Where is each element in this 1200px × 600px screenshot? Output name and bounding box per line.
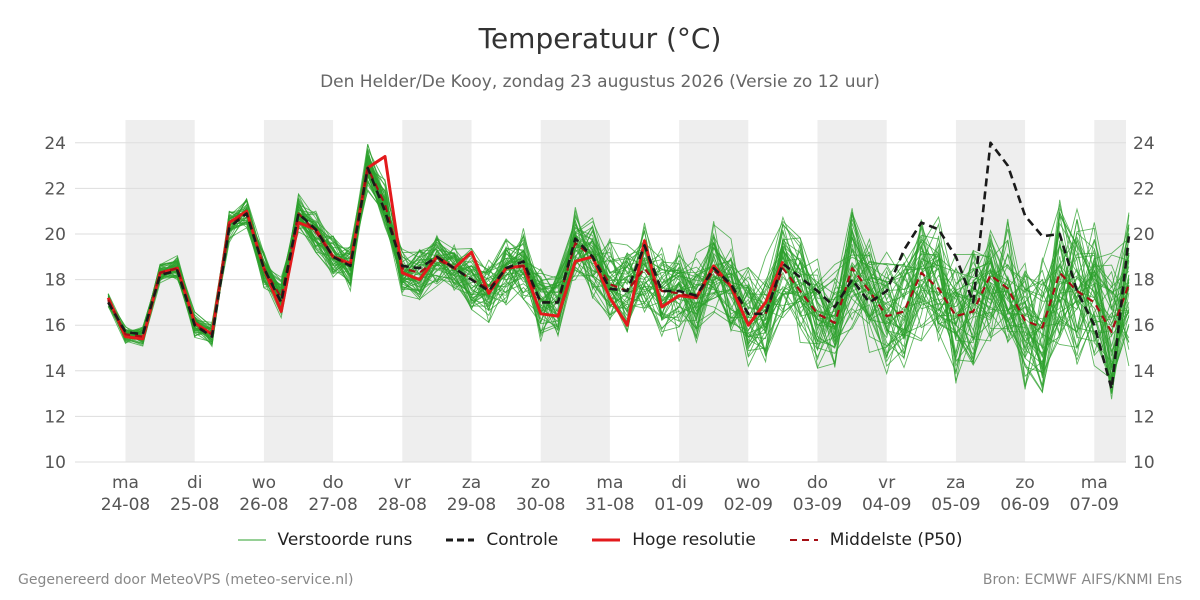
x-tick-day: di xyxy=(671,473,687,493)
x-tick-day: za xyxy=(462,473,481,493)
chart-subtitle: Den Helder/De Kooy, zondag 23 augustus 2… xyxy=(320,72,880,92)
y-tick-label-right: 24 xyxy=(1133,134,1155,154)
x-tick-day: zo xyxy=(1015,473,1034,493)
y-tick-label-left: 18 xyxy=(44,271,66,291)
legend-label-median: Middelste (P50) xyxy=(829,530,963,550)
footer-source: Bron: ECMWF AIFS/KNMI Ens xyxy=(982,572,1182,588)
legend-item-hires[interactable]: Hoge resolutie xyxy=(592,530,756,550)
x-tick-date: 28-08 xyxy=(378,495,427,515)
x-tick-day: di xyxy=(187,473,203,493)
x-tick-date: 29-08 xyxy=(447,495,496,515)
x-tick-day: vr xyxy=(878,473,895,493)
x-tick-date: 27-08 xyxy=(308,495,357,515)
legend-label-hires: Hoge resolutie xyxy=(632,530,756,550)
x-tick-day: wo xyxy=(736,473,760,493)
y-tick-label-right: 12 xyxy=(1133,407,1155,427)
legend-swatch-ensemble xyxy=(237,539,266,541)
x-tick-date: 04-09 xyxy=(862,495,911,515)
ensemble-run xyxy=(107,183,1130,368)
legend-item-median[interactable]: Middelste (P50) xyxy=(789,530,963,550)
legend-label-ensemble: Verstoorde runs xyxy=(277,530,413,550)
chart-title: Temperatuur (°C) xyxy=(478,22,722,55)
y-tick-label-left: 14 xyxy=(44,362,66,382)
y-tick-labels: 10 10 12 12 14 14 16 16 18 18 20 20 22 22 24 24 xyxy=(44,134,1154,473)
y-tick-label-left: 22 xyxy=(44,179,66,199)
y-tick-label-left: 10 xyxy=(44,453,66,473)
x-tick-date: 06-09 xyxy=(1000,495,1049,515)
ensemble-run xyxy=(107,175,1130,384)
ensemble-run xyxy=(107,167,1130,361)
x-tick-day: ma xyxy=(112,473,139,493)
x-tick-day: za xyxy=(946,473,965,493)
x-tick-date: 07-09 xyxy=(1070,495,1119,515)
footer-credit: Gegenereerd door MeteoVPS (meteo-service… xyxy=(18,572,354,588)
x-tick-day: do xyxy=(807,473,828,493)
series-control xyxy=(107,141,1131,391)
x-tick-date: 05-09 xyxy=(931,495,980,515)
x-tick-day: ma xyxy=(596,473,623,493)
y-tick-label-left: 16 xyxy=(44,316,66,336)
grid-lines xyxy=(75,142,1126,463)
legend-item-ensemble[interactable]: Verstoorde runs xyxy=(237,530,413,550)
x-tick-labels: ma24-08di25-08wo26-08do27-08vr28-08za29-… xyxy=(101,473,1119,515)
x-tick-day: vr xyxy=(394,473,411,493)
ensemble-run xyxy=(107,153,1130,379)
x-tick-date: 03-09 xyxy=(793,495,842,515)
y-tick-label-right: 14 xyxy=(1133,362,1155,382)
legend-label-control: Controle xyxy=(486,530,559,550)
x-tick-date: 30-08 xyxy=(516,495,565,515)
x-tick-date: 31-08 xyxy=(585,495,634,515)
legend: Verstoorde runs Controle Hoge resolutie … xyxy=(0,530,1200,550)
legend-item-control[interactable]: Controle xyxy=(446,530,558,550)
x-tick-day: zo xyxy=(531,473,550,493)
main-series xyxy=(106,141,1131,391)
legend-swatch-median xyxy=(789,539,818,541)
series-median xyxy=(107,166,1130,338)
x-tick-date: 24-08 xyxy=(101,495,150,515)
y-tick-label-left: 12 xyxy=(44,407,66,427)
x-tick-day: wo xyxy=(252,473,276,493)
legend-swatch-control xyxy=(446,538,475,542)
x-tick-day: ma xyxy=(1081,473,1108,493)
x-tick-date: 25-08 xyxy=(170,495,219,515)
x-tick-date: 02-09 xyxy=(724,495,773,515)
y-tick-label-left: 20 xyxy=(44,225,66,245)
y-tick-label-right: 10 xyxy=(1133,453,1155,473)
y-tick-label-right: 18 xyxy=(1133,271,1155,291)
day-band xyxy=(955,120,1026,462)
x-tick-date: 26-08 xyxy=(239,495,288,515)
y-tick-label-right: 22 xyxy=(1133,179,1155,199)
y-tick-label-right: 16 xyxy=(1133,316,1155,336)
y-tick-label-right: 20 xyxy=(1133,225,1155,245)
y-tick-label-left: 24 xyxy=(44,134,66,154)
x-tick-day: do xyxy=(322,473,343,493)
legend-swatch-hires xyxy=(592,538,621,542)
x-tick-date: 01-09 xyxy=(654,495,703,515)
